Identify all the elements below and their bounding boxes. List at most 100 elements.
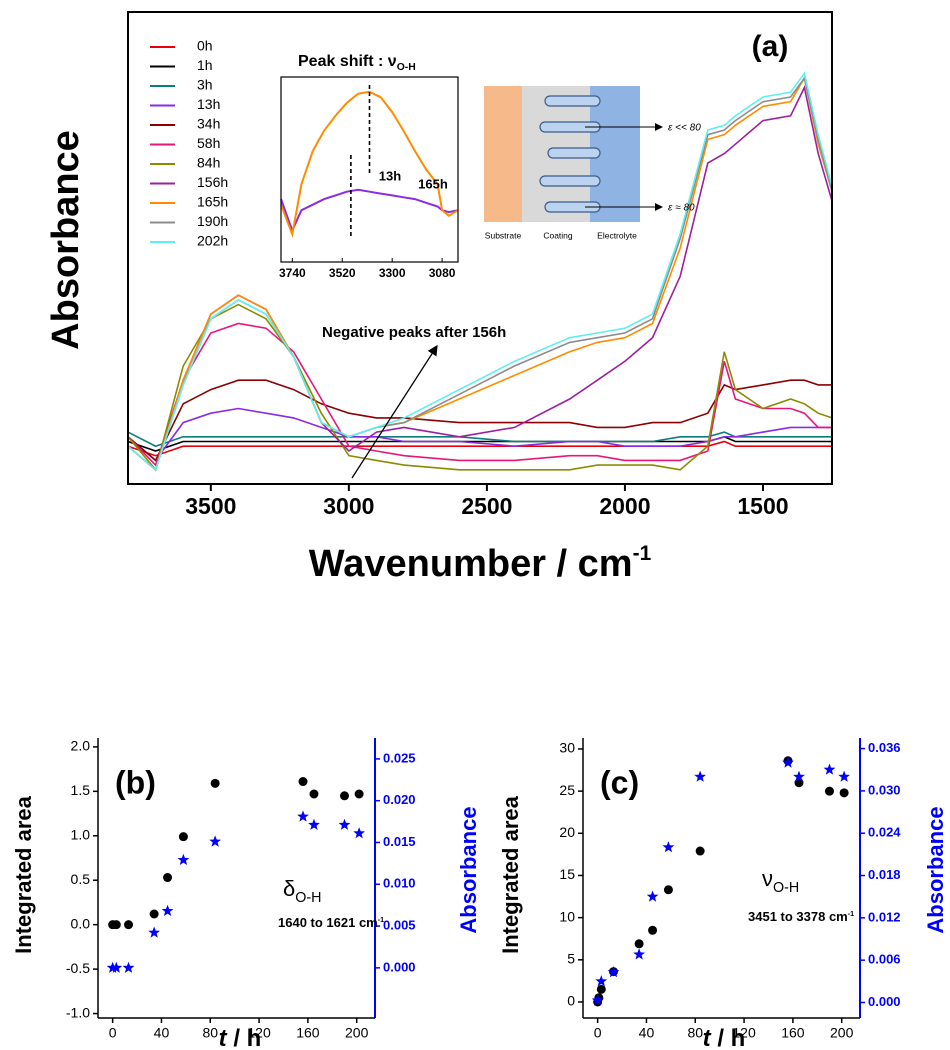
x-tick-label: 40 <box>154 1025 170 1041</box>
legend-label: 165h <box>197 194 228 210</box>
circle-point <box>309 789 319 799</box>
spectrum-line <box>127 431 832 448</box>
pore <box>547 147 601 159</box>
y2-tick-label: 0.012 <box>868 909 901 924</box>
panel-label: (b) <box>115 764 156 800</box>
star-point <box>607 966 620 978</box>
layer-label: Coating <box>543 230 573 240</box>
band-range: 1640 to 1621 cm-1 <box>278 915 384 930</box>
pores <box>539 95 601 213</box>
x-tick-label: 2500 <box>461 493 512 519</box>
spectrum-line <box>127 379 832 462</box>
band-symbol: δO-H <box>283 876 321 906</box>
circle-point <box>695 846 705 856</box>
y-tick-label: 5 <box>567 951 575 967</box>
layer-label: Substrate <box>485 230 522 240</box>
label-text: / h <box>711 1025 746 1050</box>
panel-label: (c) <box>600 764 639 800</box>
panel: 3500 3000 2500 2000 1500 (a) Absorbance Wavenum… <box>45 11 833 585</box>
inset-series-label: 165h <box>418 176 448 191</box>
y-axis-label: Absorbance <box>45 130 87 350</box>
y2-tick-label: 0.010 <box>383 876 416 891</box>
star-point <box>148 926 160 938</box>
circle-point <box>339 791 349 801</box>
star-point <box>209 835 221 847</box>
y-tick-label: 0.0 <box>71 915 91 931</box>
star-point <box>591 994 604 1006</box>
spectrum-line <box>127 303 833 472</box>
star-point <box>353 827 365 839</box>
y-tick-label: 1.0 <box>71 826 91 842</box>
panel: 0 40 80 120 160 200 -1.0 -0.5 0.0 0.5 1.0 1.5 2.0 0.0… <box>11 738 481 1050</box>
y2-tick-label: 0.025 <box>383 750 416 765</box>
y2-axis-label: Absorbance <box>456 806 481 933</box>
circle-point <box>111 920 121 930</box>
star-point <box>823 763 836 775</box>
spectrum-line <box>127 440 832 457</box>
y2-tick-label: 0.020 <box>383 792 416 807</box>
star-point <box>633 948 645 960</box>
y-axis-label: Integrated area <box>498 795 523 953</box>
circle-point <box>648 925 658 935</box>
plot-area <box>128 12 832 484</box>
annotation-arrow <box>351 344 438 479</box>
star-point <box>110 961 123 973</box>
x-tick-label: 80 <box>202 1025 218 1041</box>
y-tick-label: 1.5 <box>71 782 91 798</box>
x-tick-label: 200 <box>830 1025 854 1041</box>
circle-point <box>824 786 834 796</box>
star-point <box>177 853 190 865</box>
inset-x-tick-label: 3300 <box>379 266 406 280</box>
inset-line <box>280 90 459 239</box>
y-axis-label: Integrated area <box>11 795 36 953</box>
variable: t <box>703 1025 712 1050</box>
y2-tick-label: 0.005 <box>383 917 416 932</box>
script: O-H <box>295 890 321 906</box>
circle-point <box>794 778 804 788</box>
spectrum-line <box>127 407 832 462</box>
y-tick-label: 30 <box>559 740 575 756</box>
circle-point <box>839 788 849 798</box>
spectrum-line <box>127 75 833 472</box>
variable: t <box>219 1025 228 1050</box>
legend-label: 1h <box>197 57 213 73</box>
legend-label: 0h <box>197 38 213 54</box>
circle-point <box>354 789 364 799</box>
panel: 0 40 80 120 160 200 0 5 10 15 20 25 30 0.000 0.006 0.01… <box>498 738 948 1050</box>
star-point <box>161 904 174 916</box>
permittivity-label: ε << 80 <box>668 123 701 134</box>
star-point <box>595 975 608 987</box>
y2-tick-label: 0.018 <box>868 867 901 882</box>
annotation: Negative peaks after 156h <box>322 324 506 341</box>
circle-point <box>210 778 220 788</box>
inset-x-tick-label: 3080 <box>429 266 456 280</box>
x-tick-label: 160 <box>781 1025 805 1041</box>
legend-label: 202h <box>197 233 228 249</box>
circle-point <box>596 984 606 994</box>
y-tick-label: 20 <box>559 824 575 840</box>
band-symbol: νO-H <box>762 866 799 896</box>
label-text: 1640 to 1621 cm <box>278 915 378 930</box>
coating-diagram: ε << 80 ε ≈ 80 Substrate Coating Electro… <box>484 86 701 240</box>
legend-label: 13h <box>197 96 220 112</box>
pore <box>544 95 601 107</box>
circle-point <box>178 832 188 842</box>
label-text: δ <box>283 876 295 901</box>
panel-a: 3500 3000 2500 2000 1500 (a) Absorbance Wavenum… <box>45 11 833 585</box>
circle-point <box>298 777 308 787</box>
star-point <box>838 770 850 782</box>
y-tick-label: 25 <box>559 782 575 798</box>
star-point <box>793 770 805 782</box>
legend-label: 190h <box>197 213 228 229</box>
x-tick-label: 120 <box>732 1025 756 1041</box>
x-axis-label: t / h <box>703 1025 746 1050</box>
y2-tick-label: 0.000 <box>868 994 901 1009</box>
y2-tick-label: 0.024 <box>868 825 901 840</box>
substrate-block <box>484 86 522 222</box>
label-text: / h <box>227 1025 262 1050</box>
layer-label: Electrolyte <box>597 230 637 240</box>
x-tick-label: 200 <box>345 1025 369 1041</box>
star-point <box>338 818 351 830</box>
circle-point <box>163 873 173 883</box>
